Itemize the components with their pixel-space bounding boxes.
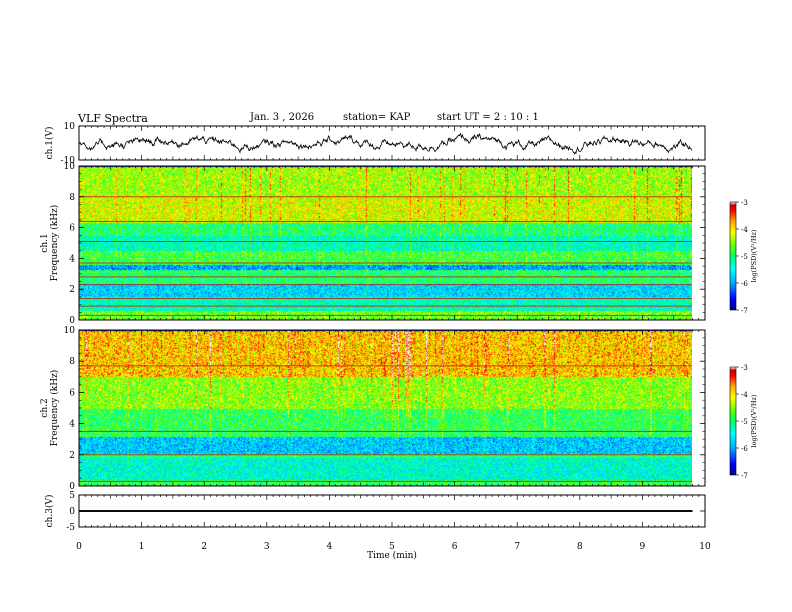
ch1-waveform-ylabel-0: ch.1(V) (44, 127, 55, 160)
ch2-spectrogram-ylabel-0: ch.2 (40, 398, 50, 417)
ch2-spectrogram-ytick-label-5: 10 (64, 326, 76, 336)
ch1-spectrogram-ytick-label-0: 0 (69, 316, 75, 326)
xtick-label-8: 8 (577, 542, 583, 552)
ch3-waveform-trace (79, 510, 693, 512)
ch1-waveform-path (78, 132, 693, 155)
xtick-label-4: 4 (327, 542, 333, 552)
xtick-label-9: 9 (640, 542, 646, 552)
ch1-spectrogram-cb-label-0: -3 (741, 199, 748, 207)
xtick-label-10: 10 (699, 542, 711, 552)
ch2-spectrogram-ytick-label-3: 6 (69, 388, 75, 398)
figure-title: VLF Spectra (78, 112, 148, 125)
ch1-waveform-ytick-label-1: -10 (61, 156, 76, 166)
ch1-spectrogram-cb-title: log(PSD)(V²/Hz) (750, 229, 758, 282)
ch3-waveform-ytick-label-1: 0 (69, 507, 75, 517)
ch1-spectrogram-ytick-label-2: 4 (69, 254, 75, 264)
ch1-spectrogram-ylabel-1: Frequency (kHz) (49, 205, 60, 282)
start-time-label: start UT = 2 : 10 : 1 (437, 112, 539, 123)
ch2-spectrogram-cb-label-1: -4 (741, 391, 748, 399)
ch2-spectrogram-colorbar (729, 366, 737, 476)
ch1-waveform-ytick-label-0: 10 (64, 122, 76, 132)
xtick-label-1: 1 (139, 542, 145, 552)
ch1-spectrogram-ytick-label-1: 2 (69, 285, 75, 295)
ch1-spectrogram (79, 166, 692, 320)
ch1-spectrogram-cb-label-3: -6 (741, 280, 748, 288)
ch2-spectrogram-cb-label-2: -5 (741, 418, 748, 426)
ch1-spectrogram-ylabel-0: ch.1 (40, 233, 50, 252)
ch2-spectrogram-cb-label-0: -3 (741, 364, 748, 372)
ch1-spectrogram-cb-label-4: -7 (741, 307, 748, 315)
x-axis-label: Time (min) (367, 550, 417, 561)
ch1-waveform-trace (78, 132, 693, 155)
ch2-spectrogram-cb-label-4: -7 (741, 472, 748, 480)
ch1-spectrogram-cb-label-2: -5 (741, 253, 748, 261)
ch2-spectrogram-ylabel-1: Frequency (kHz) (49, 370, 60, 447)
ch1-spectrogram-cb-label-1: -4 (741, 226, 748, 234)
xtick-label-7: 7 (514, 542, 520, 552)
ch1-spectrogram-ytick-label-3: 6 (69, 224, 75, 234)
xtick-label-3: 3 (264, 542, 270, 552)
ch3-waveform-band (79, 510, 693, 512)
ch1-spectrogram-ytick-label-4: 8 (69, 193, 75, 203)
ch2-spectrogram (79, 330, 692, 486)
ch3-waveform-ytick-label-2: -5 (66, 523, 75, 533)
ch1-spectrogram-ytick-label-5: 10 (64, 162, 76, 172)
ch2-spectrogram-ytick-label-4: 8 (69, 357, 75, 367)
ch2-spectrogram-ytick-label-0: 0 (69, 482, 75, 492)
ch3-waveform-ylabel-0: ch.3(V) (44, 495, 55, 528)
station-label: station= KAP (343, 112, 411, 123)
ch1-spectrogram-image (79, 166, 692, 320)
xtick-label-2: 2 (201, 542, 207, 552)
ch2-spectrogram-cb-label-3: -6 (741, 445, 748, 453)
date-label: Jan. 3 , 2026 (250, 112, 315, 123)
ch3-waveform-ytick-label-0: 5 (69, 491, 75, 501)
xtick-label-0: 0 (76, 542, 82, 552)
ch2-spectrogram-image (79, 330, 692, 486)
ch2-spectrogram-ytick-label-1: 2 (69, 451, 75, 461)
xtick-label-6: 6 (452, 542, 458, 552)
ch1-spectrogram-colorbar (729, 201, 737, 311)
xtick-label-5: 5 (389, 542, 395, 552)
ch2-spectrogram-ytick-label-2: 4 (69, 420, 75, 430)
ch2-spectrogram-cb-title: log(PSD)(V²/Hz) (750, 394, 758, 447)
